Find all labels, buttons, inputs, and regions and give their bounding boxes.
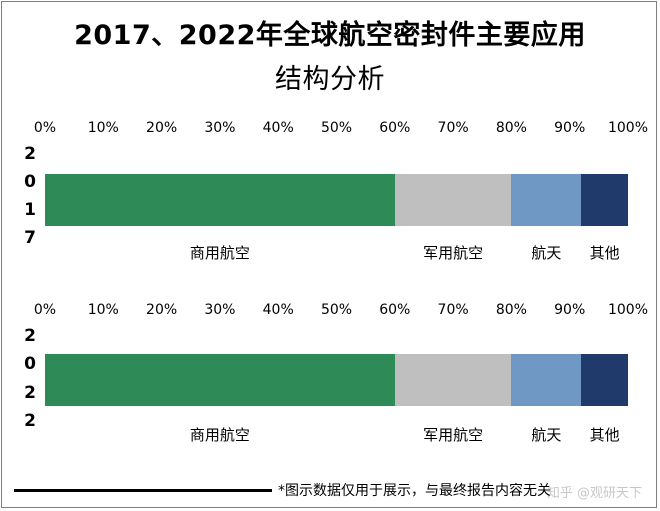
segment-label: 军用航空 (423, 244, 484, 262)
x-tick-label: 30% (204, 302, 236, 318)
bar-segment (45, 354, 395, 406)
x-tick-label: 40% (262, 302, 294, 318)
x-tick-label: 70% (437, 302, 469, 318)
x-tick-label: 100% (607, 302, 649, 318)
bar-segment (394, 174, 512, 226)
category-label-digit: 1 (24, 200, 36, 220)
category-label-digit: 2 (24, 326, 36, 346)
segment-label: 航天 (531, 244, 562, 262)
segment-label: 商用航空 (189, 426, 250, 444)
title-line-1: 2017、2022年全球航空密封件主要应用 (74, 20, 586, 51)
x-tick-label: 80% (495, 302, 527, 318)
bar-segment (394, 354, 512, 406)
segment-label: 航天 (531, 426, 562, 444)
x-tick-label: 90% (554, 120, 586, 136)
watermark: 知乎 @观研天下 (546, 486, 642, 501)
footer-rule (14, 489, 272, 492)
category-label-digit: 7 (24, 228, 36, 248)
x-tick-label: 50% (320, 302, 353, 318)
category-label-digit: 2 (24, 383, 36, 403)
category-label-digit: 2 (24, 144, 36, 164)
category-label-digit: 0 (24, 172, 36, 192)
x-tick-label: 10% (87, 120, 119, 136)
x-tick-label: 100% (607, 120, 649, 136)
x-tick-label: 30% (204, 120, 236, 136)
bar-segment (511, 354, 582, 406)
bar-segment (581, 174, 628, 226)
x-tick-label: 50% (320, 120, 353, 136)
x-tick-label: 0% (33, 302, 57, 318)
x-tick-label: 80% (495, 120, 527, 136)
x-tick-label: 60% (379, 302, 411, 318)
x-tick-label: 70% (437, 120, 469, 136)
x-tick-label: 90% (554, 302, 586, 318)
bar-segment (45, 174, 395, 226)
bar-segment (581, 354, 628, 406)
category-label-digit: 2 (24, 411, 36, 431)
x-tick-label: 10% (87, 302, 119, 318)
x-tick-label: 20% (146, 302, 178, 318)
category-label-digit: 0 (24, 354, 36, 374)
x-tick-label: 60% (379, 120, 411, 136)
segment-label: 商用航空 (189, 244, 250, 262)
x-tick-label: 40% (262, 120, 294, 136)
segment-label: 军用航空 (423, 426, 484, 444)
x-tick-label: 0% (33, 120, 57, 136)
segment-label: 其他 (589, 426, 620, 444)
chart-title: 2017、2022年全球航空密封件主要应用 结构分析 (0, 14, 660, 102)
segment-label: 其他 (589, 244, 620, 262)
x-tick-label: 20% (146, 120, 178, 136)
title-line-2: 结构分析 (275, 64, 385, 95)
footer-note: *图示数据仅用于展示，与最终报告内容无关 (278, 483, 551, 499)
bar-segment (511, 174, 582, 226)
